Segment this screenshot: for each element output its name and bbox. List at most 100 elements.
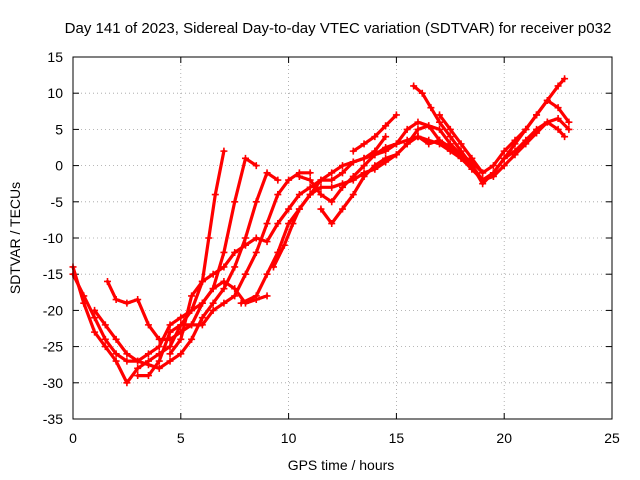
data-point xyxy=(561,75,569,83)
data-point xyxy=(112,296,120,304)
data-point xyxy=(436,125,444,133)
data-point xyxy=(274,220,282,228)
data-point xyxy=(166,321,174,329)
series-track-line xyxy=(71,156,258,363)
data-point xyxy=(289,220,297,228)
data-point xyxy=(317,191,325,199)
data-point xyxy=(414,125,422,133)
data-point xyxy=(211,191,219,199)
data-point xyxy=(112,335,120,343)
data-point xyxy=(522,125,530,133)
data-point xyxy=(427,104,435,112)
data-point xyxy=(123,350,131,358)
data-point xyxy=(91,314,99,322)
data-point xyxy=(360,172,368,180)
data-series xyxy=(69,75,573,387)
data-point xyxy=(500,154,508,162)
data-point xyxy=(101,335,109,343)
data-point xyxy=(403,140,411,148)
data-point xyxy=(188,292,196,300)
data-point xyxy=(252,162,260,170)
data-point xyxy=(270,263,278,271)
x-tick-label: 15 xyxy=(389,430,405,446)
y-tick-label: 0 xyxy=(55,158,63,174)
data-point xyxy=(392,151,400,159)
data-point xyxy=(231,292,239,300)
data-point xyxy=(533,111,541,119)
data-point xyxy=(554,115,562,123)
data-point xyxy=(317,205,325,213)
data-point xyxy=(252,248,260,256)
data-point xyxy=(414,133,422,141)
data-point xyxy=(263,220,271,228)
data-point xyxy=(436,118,444,126)
data-point xyxy=(144,372,152,380)
x-tick-label: 5 xyxy=(177,430,185,446)
series-track-line xyxy=(71,149,226,385)
data-point xyxy=(468,162,476,170)
data-point xyxy=(533,125,541,133)
data-point xyxy=(209,285,217,293)
y-tick-label: -35 xyxy=(43,411,63,427)
data-point xyxy=(155,357,163,365)
data-point xyxy=(188,335,196,343)
data-point xyxy=(103,277,111,285)
data-point xyxy=(457,147,465,155)
data-point xyxy=(263,292,271,300)
data-point xyxy=(112,357,120,365)
data-point xyxy=(285,205,293,213)
data-point xyxy=(263,169,271,177)
data-point xyxy=(80,292,88,300)
data-point xyxy=(252,198,260,206)
data-point xyxy=(306,169,314,177)
data-point xyxy=(231,263,239,271)
data-point xyxy=(410,82,418,90)
data-point xyxy=(252,292,260,300)
data-point xyxy=(134,357,142,365)
data-point xyxy=(418,89,426,97)
data-point xyxy=(479,169,487,177)
data-point xyxy=(565,118,573,126)
data-point xyxy=(500,147,508,155)
data-point xyxy=(241,234,249,242)
data-point xyxy=(565,125,573,133)
data-point xyxy=(123,299,131,307)
y-tick-label: 10 xyxy=(47,85,63,101)
data-point xyxy=(457,154,465,162)
series-13 xyxy=(436,96,573,177)
data-point xyxy=(220,248,228,256)
data-point xyxy=(543,118,551,126)
data-point xyxy=(155,364,163,372)
data-point xyxy=(425,140,433,148)
data-point xyxy=(371,133,379,141)
data-point xyxy=(561,133,569,141)
data-point xyxy=(177,335,185,343)
data-point xyxy=(360,162,368,170)
data-point xyxy=(166,350,174,358)
data-point xyxy=(220,299,228,307)
data-point xyxy=(237,299,245,307)
data-point xyxy=(198,299,206,307)
data-point xyxy=(166,357,174,365)
data-point xyxy=(500,162,508,170)
data-point xyxy=(328,220,336,228)
data-point xyxy=(166,343,174,351)
data-point xyxy=(554,82,562,90)
data-point xyxy=(274,176,282,184)
y-tick-label: -5 xyxy=(51,194,64,210)
data-point xyxy=(382,154,390,162)
data-point xyxy=(328,198,336,206)
data-point xyxy=(317,176,325,184)
data-point xyxy=(134,296,142,304)
y-tick-label: 15 xyxy=(47,49,63,65)
data-point xyxy=(511,136,519,144)
data-point xyxy=(446,133,454,141)
x-axis-label: GPS time / hours xyxy=(288,457,395,473)
data-point xyxy=(392,140,400,148)
data-point xyxy=(101,343,109,351)
series-track-line xyxy=(319,120,567,226)
data-point xyxy=(306,183,314,191)
series-track-line xyxy=(416,135,474,168)
data-point xyxy=(263,238,271,246)
